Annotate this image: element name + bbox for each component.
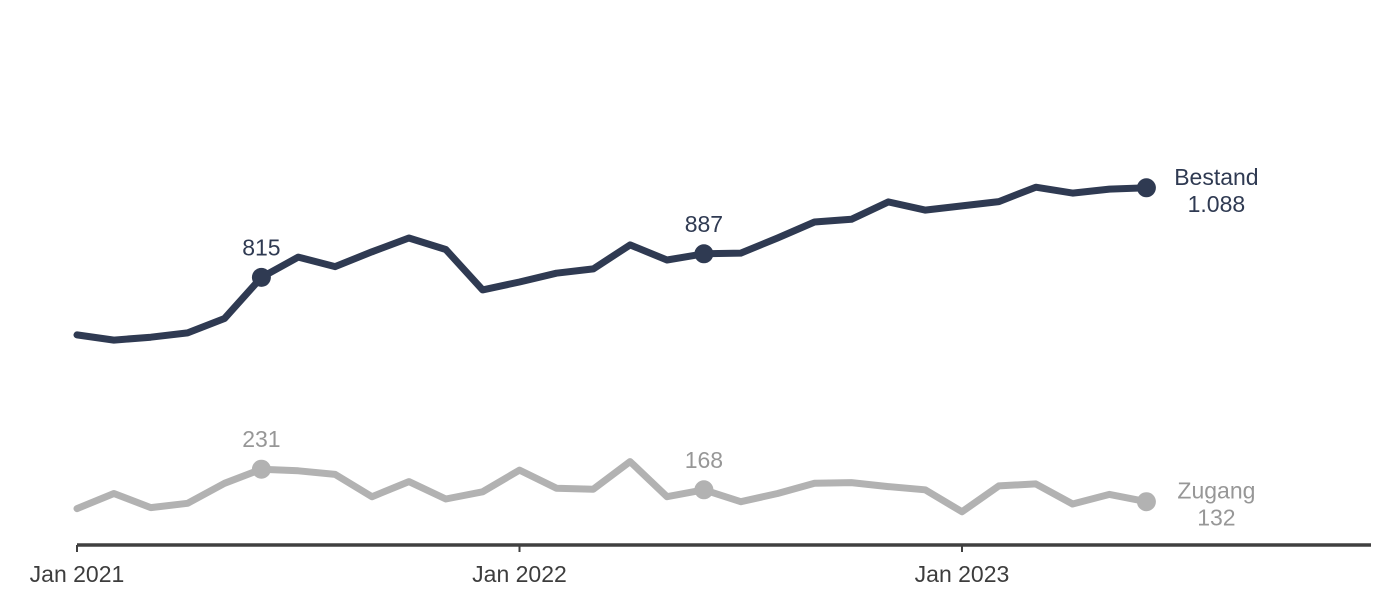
zugang-end-label-name: Zugang — [1177, 478, 1255, 504]
zugang-marker — [1136, 492, 1156, 512]
bestand-marker — [694, 244, 714, 264]
x-axis-tick-label: Jan 2023 — [915, 561, 1010, 587]
x-axis-tick-label: Jan 2022 — [472, 561, 567, 587]
zugang-end-label-value: 132 — [1197, 505, 1235, 531]
value-annotation: 815 — [242, 234, 280, 260]
x-axis-tick-label: Jan 2021 — [30, 561, 125, 587]
bestand-line — [73, 183, 1150, 344]
bestand-marker — [251, 267, 271, 287]
value-annotation: 887 — [685, 211, 723, 237]
zugang-marker — [694, 480, 714, 500]
bestand-end-label-value: 1.088 — [1188, 191, 1246, 217]
value-annotation: 231 — [242, 426, 280, 452]
value-annotation: 168 — [685, 447, 723, 473]
bestand-marker — [1136, 178, 1156, 198]
bestand-end-label-name: Bestand — [1174, 164, 1258, 190]
zugang-line — [73, 458, 1150, 516]
zugang-marker — [251, 459, 271, 479]
